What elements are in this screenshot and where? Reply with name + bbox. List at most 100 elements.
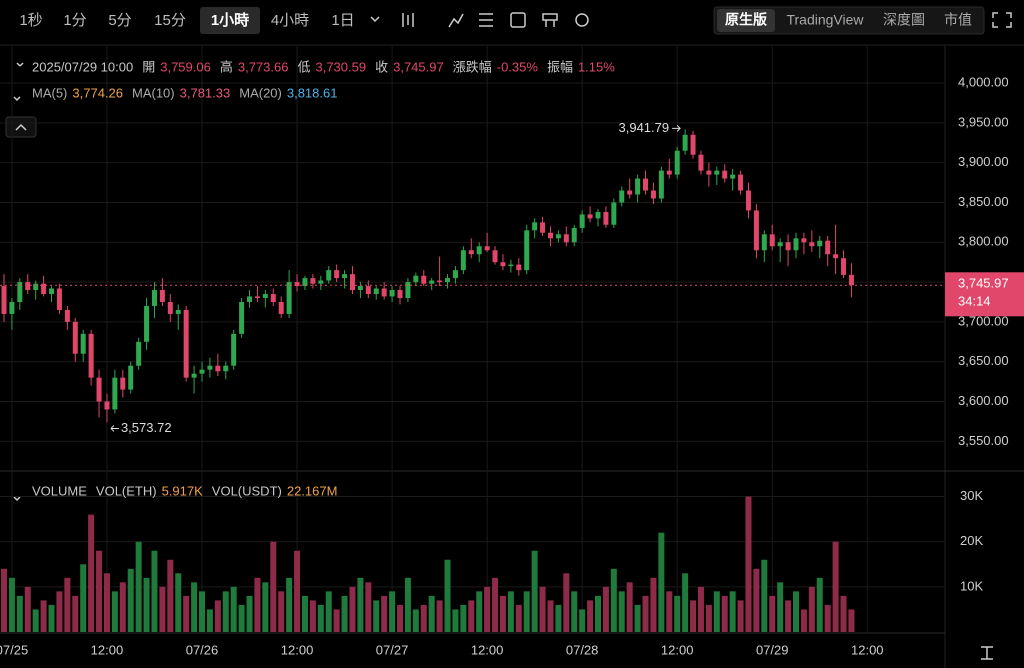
volume-bar — [595, 595, 601, 632]
candle-body — [357, 286, 363, 291]
vol-collapse[interactable] — [13, 496, 21, 502]
candle-body — [191, 373, 197, 378]
volume-bar — [80, 564, 87, 632]
volume-bar — [800, 609, 807, 632]
candle-body — [144, 305, 150, 342]
candle-body — [714, 170, 720, 175]
volume-bar — [563, 573, 570, 632]
volume-bar — [151, 550, 158, 632]
candle-body — [25, 282, 31, 291]
candle-body — [666, 170, 672, 175]
vol-usdt-value: 22.167M — [287, 483, 338, 498]
volume-bar — [579, 609, 586, 632]
candle-body — [112, 377, 118, 410]
volume-bar — [745, 496, 752, 632]
interval-tab[interactable]: 1日 — [331, 12, 354, 29]
candle-body — [278, 301, 284, 314]
candle-body — [611, 202, 617, 225]
volume-bar — [713, 591, 720, 632]
candle-body — [64, 309, 70, 322]
amplitude-value: 1.15% — [578, 59, 615, 74]
interval-tab[interactable]: 5分 — [108, 12, 131, 29]
draw-icon[interactable] — [510, 12, 526, 28]
scale-icon[interactable] — [981, 646, 993, 660]
candle-body — [120, 377, 126, 390]
candle-body — [484, 246, 490, 251]
interval-tab[interactable]: 4小時 — [271, 12, 309, 29]
indicator-icon[interactable] — [448, 13, 464, 28]
candle-body — [476, 246, 482, 255]
candle-body — [817, 240, 823, 247]
tool-icons — [13, 12, 1012, 502]
view-tab[interactable]: 深度圖 — [883, 12, 925, 28]
candle-body — [302, 278, 308, 287]
interval-tab[interactable]: 1分 — [63, 12, 86, 29]
ma-value: 3,781.33 — [180, 85, 231, 100]
fullscreen-icon[interactable] — [992, 12, 1012, 28]
volume-bar — [777, 582, 784, 632]
dropdown-icon[interactable] — [370, 16, 380, 23]
volume-bar — [404, 577, 411, 632]
volume-bar — [484, 586, 491, 632]
candle-body — [658, 170, 664, 199]
candle-body — [508, 264, 514, 267]
candle-body — [785, 242, 791, 251]
candle-body — [682, 134, 688, 151]
candle-body — [833, 254, 839, 259]
candle-icon[interactable] — [402, 13, 414, 27]
candle-body — [247, 296, 253, 302]
view-tab[interactable]: TradingView — [786, 12, 864, 28]
volume-bar — [309, 600, 316, 632]
volume-bar — [365, 582, 372, 632]
view-tab[interactable]: 市值 — [944, 12, 972, 28]
collapse-button[interactable] — [5, 116, 37, 138]
candle-body — [547, 232, 553, 239]
close-label: 收 — [375, 59, 388, 74]
interval-tab[interactable]: 15分 — [154, 12, 186, 29]
volume-bar — [199, 591, 205, 632]
candle-body — [674, 150, 680, 175]
compare-icon[interactable] — [542, 13, 558, 27]
candle-body — [825, 240, 831, 255]
ma-collapse[interactable] — [13, 96, 21, 102]
volume-bar — [254, 577, 261, 632]
volume-bar — [222, 591, 229, 632]
volume-bar — [294, 550, 301, 632]
interval-tab[interactable]: 1小時 — [211, 11, 249, 29]
volume-bar — [317, 604, 324, 632]
settings-list-icon[interactable] — [479, 13, 493, 27]
volume-tick-label: 10K — [960, 578, 983, 593]
volume-bar — [349, 586, 356, 632]
volume-bar — [286, 577, 293, 632]
candle-body — [72, 321, 78, 354]
volume-bar — [460, 604, 467, 632]
view-tab[interactable]: 原生版 — [725, 12, 767, 28]
candle-body — [349, 274, 355, 291]
volume-bar — [476, 591, 483, 632]
volume-bar — [428, 595, 435, 632]
legend-collapse[interactable] — [16, 62, 24, 67]
volume-bar — [690, 600, 697, 632]
candle-body — [254, 296, 260, 299]
view-switch — [713, 6, 985, 35]
volume-bar — [389, 591, 396, 632]
candle-body — [239, 301, 245, 334]
gear-icon[interactable] — [575, 13, 589, 27]
volume-bar — [753, 568, 760, 632]
volume-bar — [729, 591, 736, 632]
volume-bar — [674, 595, 681, 632]
candle-body — [595, 212, 601, 219]
volume-bar — [840, 595, 847, 632]
volume-bar — [642, 595, 649, 632]
volume-bar — [785, 600, 792, 632]
candle-body — [136, 341, 142, 366]
volume-bar — [175, 573, 182, 632]
time-tick-label: 07/29 — [756, 642, 789, 657]
time-tick-label: 12:00 — [91, 642, 124, 657]
candle-body — [151, 290, 157, 306]
candle-body — [650, 190, 656, 199]
candle-body — [342, 274, 348, 279]
interval-tab[interactable]: 1秒 — [19, 12, 42, 29]
candle-body — [381, 288, 387, 297]
